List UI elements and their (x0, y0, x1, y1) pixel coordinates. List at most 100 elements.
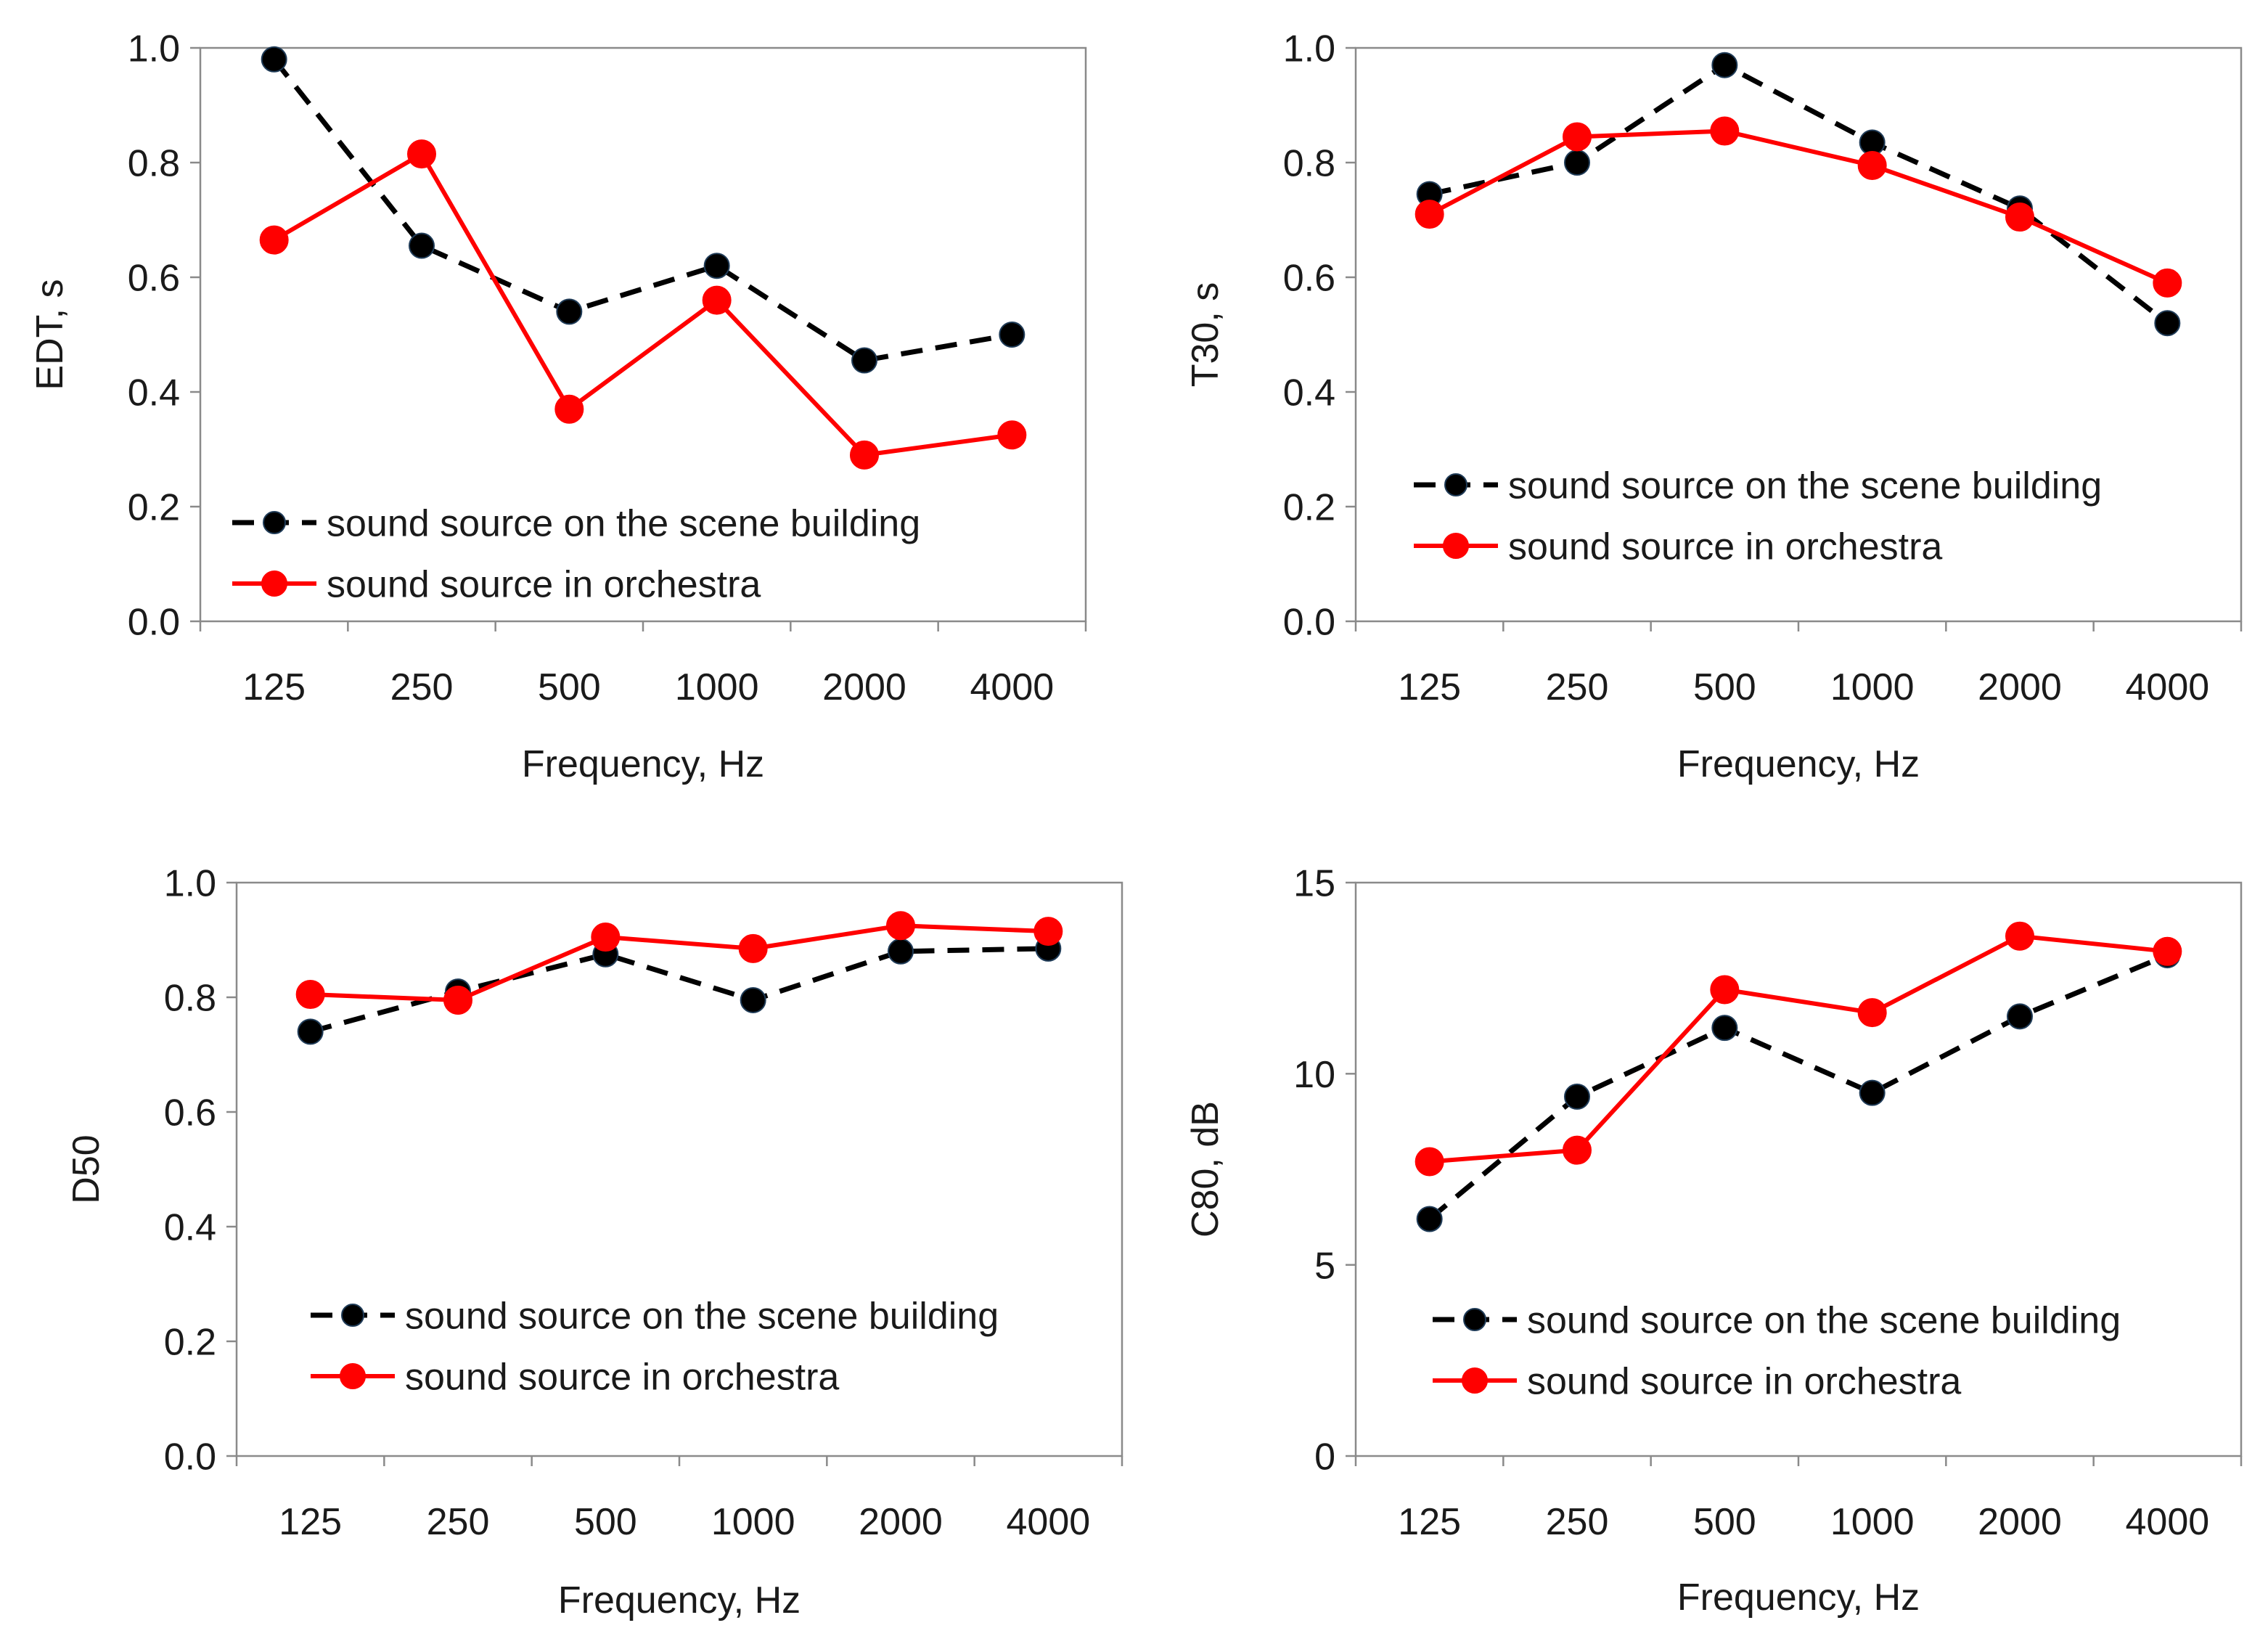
x-tick-label: 1000 (711, 1501, 795, 1543)
y-tick-label: 15 (1293, 863, 1335, 905)
x-tick-label: 250 (427, 1501, 490, 1543)
y-tick-label: 0.0 (164, 1436, 216, 1479)
data-point (1563, 122, 1592, 152)
data-point (297, 1018, 324, 1045)
legend-label: sound source on the scene building (327, 503, 920, 545)
data-point (997, 420, 1027, 450)
x-axis-label: Frequency, Hz (558, 1579, 801, 1621)
series-line (1428, 128, 2169, 285)
x-tick-label: 2000 (859, 1501, 943, 1543)
y-tick-label: 0.4 (128, 372, 180, 414)
data-point (2154, 310, 2181, 337)
y-tick-label: 5 (1314, 1245, 1335, 1287)
data-point (259, 225, 289, 255)
y-tick-label: 0 (1314, 1436, 1335, 1479)
x-tick-label: 2000 (1978, 1501, 2062, 1543)
series-line (309, 946, 1049, 1034)
y-axis-label: EDT, s (29, 279, 71, 390)
y-tick-label: 0.8 (128, 143, 180, 185)
x-tick-label: 125 (279, 1501, 342, 1543)
x-tick-label: 4000 (970, 666, 1054, 708)
x-tick-label: 4000 (1006, 1501, 1090, 1543)
y-tick-label: 0.6 (164, 1092, 216, 1134)
data-point (443, 985, 472, 1015)
y-tick-label: 10 (1293, 1054, 1335, 1096)
data-point (295, 980, 325, 1010)
x-tick-label: 1000 (675, 666, 759, 708)
y-tick-label: 0.2 (164, 1322, 216, 1364)
legend-label: sound source in orchestra (1508, 526, 1942, 568)
y-axis-label: T30, s (1184, 282, 1227, 388)
legend-label: sound source in orchestra (1527, 1361, 1961, 1403)
legend-marker (340, 1363, 366, 1389)
data-point (1416, 1206, 1443, 1232)
series-line (273, 152, 1012, 457)
legend-marker (1443, 533, 1469, 559)
data-point (1859, 1079, 1886, 1106)
legend-marker (1463, 1308, 1486, 1331)
data-point (554, 394, 584, 424)
data-point (886, 911, 915, 941)
data-point (740, 986, 766, 1013)
data-point (1857, 150, 1887, 180)
x-tick-label: 500 (1693, 666, 1756, 708)
data-point (2153, 936, 2182, 966)
data-point (409, 232, 435, 259)
chart-panel-t30: 0.0 0.2 0.4 0.6 0.8 1.0 125 250 500 1000 2000 4000 F… (1184, 28, 2243, 785)
y-tick-label: 1.0 (1283, 28, 1335, 70)
y-tick-label: 0.4 (1283, 372, 1335, 414)
x-axis-label: Frequency, Hz (1677, 1576, 1920, 1619)
x-tick-label: 500 (1693, 1501, 1756, 1543)
data-point (2005, 921, 2034, 951)
y-tick-label: 0.0 (128, 602, 180, 644)
data-point (1564, 1083, 1590, 1110)
data-point (1710, 975, 1740, 1005)
x-tick-label: 250 (390, 666, 454, 708)
data-point (703, 253, 730, 279)
data-point (1564, 150, 1590, 176)
data-point (702, 285, 732, 315)
x-tick-label: 125 (1398, 666, 1461, 708)
x-tick-label: 250 (1546, 666, 1609, 708)
x-tick-label: 1000 (1830, 666, 1915, 708)
x-tick-label: 4000 (2125, 666, 2209, 708)
data-point (2153, 268, 2182, 298)
data-point (888, 938, 914, 965)
x-tick-label: 1000 (1830, 1501, 1915, 1543)
data-point (738, 933, 768, 963)
chart-panel-d50: 0.0 0.2 0.4 0.6 0.8 1.0 125 250 500 1000 2000 4000 F… (65, 863, 1123, 1621)
legend-label: sound source on the scene building (1508, 465, 2102, 507)
y-tick-label: 0.2 (1283, 487, 1335, 529)
legend-marker (1462, 1367, 1488, 1394)
data-point (850, 440, 879, 470)
x-tick-label: 125 (1398, 1501, 1461, 1543)
data-point (1711, 52, 1738, 78)
x-tick-label: 2000 (822, 666, 906, 708)
data-point (851, 347, 877, 374)
x-tick-label: 250 (1546, 1501, 1609, 1543)
data-point (591, 923, 621, 952)
data-point (1415, 1147, 1444, 1177)
series-line (271, 57, 1012, 364)
x-tick-label: 500 (574, 1501, 637, 1543)
y-axis-label: D50 (65, 1134, 107, 1203)
data-point (1563, 1135, 1592, 1165)
data-point (1711, 1015, 1738, 1042)
data-point (261, 46, 287, 73)
data-point (407, 139, 436, 169)
data-point (1857, 998, 1887, 1028)
x-axis-label: Frequency, Hz (522, 743, 764, 785)
x-axis-label: Frequency, Hz (1677, 743, 1920, 785)
y-tick-label: 0.0 (1283, 602, 1335, 644)
y-tick-label: 0.2 (128, 487, 180, 529)
y-tick-label: 1.0 (164, 863, 216, 905)
series-line (1428, 62, 2169, 325)
y-tick-label: 0.8 (1283, 143, 1335, 185)
data-point (1033, 917, 1063, 946)
chart-panel-c80: 0 5 10 15 125 250 500 1000 2000 4000 Frequency, Hz… (1184, 863, 2243, 1619)
legend-label: sound source in orchestra (405, 1357, 839, 1399)
y-tick-label: 0.6 (128, 258, 180, 300)
legend-marker (341, 1304, 364, 1327)
series-line (310, 923, 1049, 1002)
legend-label: sound source on the scene building (405, 1296, 999, 1338)
